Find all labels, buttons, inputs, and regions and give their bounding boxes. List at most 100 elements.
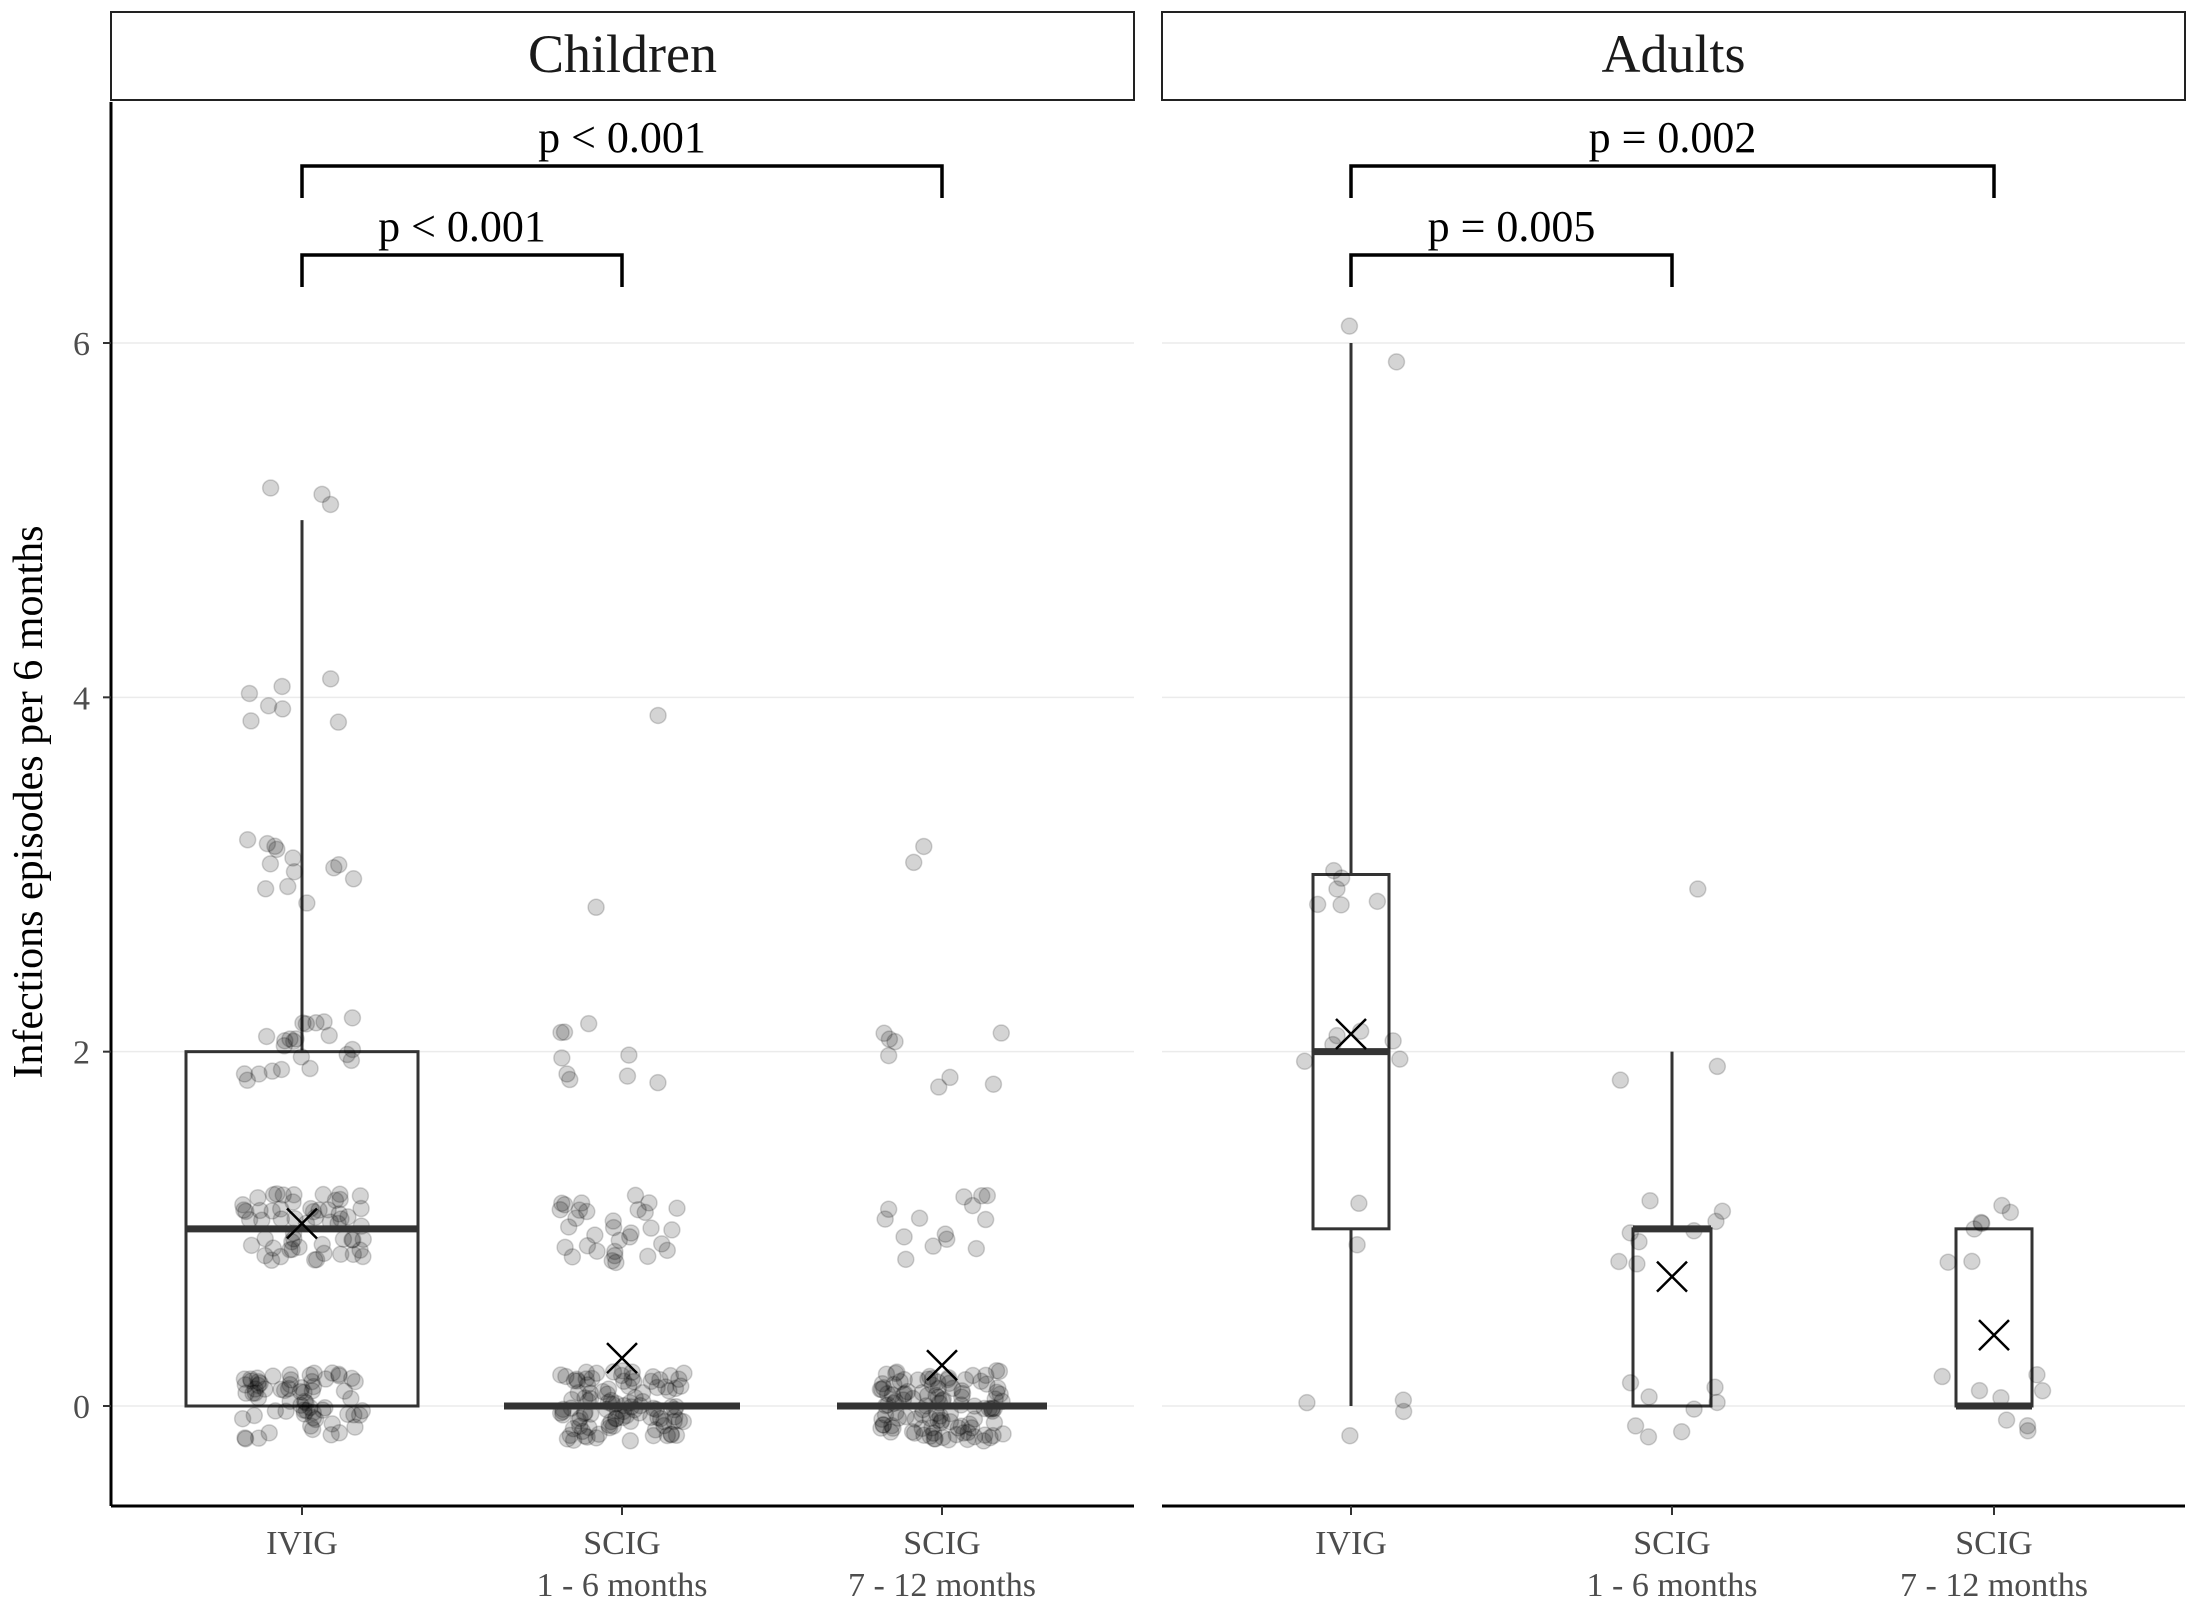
data-point xyxy=(906,1410,924,1428)
data-point xyxy=(292,1048,311,1066)
data-point xyxy=(1689,880,1707,898)
p-value-label: p = 0.002 xyxy=(1589,113,1757,162)
data-point xyxy=(249,1372,268,1391)
data-point xyxy=(1630,1233,1648,1251)
data-point xyxy=(250,1065,268,1083)
data-point xyxy=(325,859,343,877)
data-point xyxy=(1939,1253,1957,1271)
data-point xyxy=(583,1369,601,1388)
data-point xyxy=(307,1014,325,1032)
significance-bracket xyxy=(1349,164,1996,198)
data-point xyxy=(319,1201,337,1219)
data-point xyxy=(675,1364,693,1382)
data-point xyxy=(962,1419,981,1437)
data-point xyxy=(354,1247,372,1266)
data-point xyxy=(331,1190,349,1209)
x-tick-label: SCIG xyxy=(1955,1525,2032,1562)
data-point xyxy=(576,1427,594,1445)
data-point xyxy=(1708,1057,1727,1076)
data-point xyxy=(928,1373,947,1391)
data-point xyxy=(281,1030,299,1048)
data-point xyxy=(344,1245,363,1264)
data-point xyxy=(939,1431,958,1449)
data-point xyxy=(281,1392,299,1411)
data-point xyxy=(974,1432,993,1450)
data-point xyxy=(1640,1388,1658,1406)
data-point xyxy=(316,1398,334,1417)
data-point xyxy=(555,1196,574,1214)
data-point xyxy=(941,1068,959,1087)
data-point xyxy=(978,1375,996,1393)
x-tick-label-sub: 7 - 12 months xyxy=(848,1567,1036,1604)
data-point xyxy=(303,1372,321,1391)
data-point xyxy=(981,1428,999,1447)
x-tick-label: SCIG xyxy=(1633,1525,1710,1562)
data-point xyxy=(872,1419,890,1437)
data-point xyxy=(279,1379,298,1398)
data-point xyxy=(644,1368,662,1386)
data-point xyxy=(670,1370,688,1389)
data-point xyxy=(334,1230,353,1248)
data-point xyxy=(985,1413,1004,1432)
data-point xyxy=(895,1370,913,1389)
data-point xyxy=(587,1364,606,1382)
data-point xyxy=(651,1370,669,1389)
data-point xyxy=(987,1361,1006,1380)
data-point xyxy=(590,1425,608,1443)
data-point xyxy=(316,1370,335,1388)
data-point xyxy=(240,684,259,703)
data-point xyxy=(285,1186,303,1204)
data-point xyxy=(268,840,286,859)
data-point xyxy=(887,1364,905,1383)
data-point xyxy=(261,855,280,873)
data-point xyxy=(301,1417,320,1435)
data-point xyxy=(604,1363,623,1381)
data-point xyxy=(934,1428,952,1447)
data-point xyxy=(320,1026,338,1045)
data-point xyxy=(326,1191,345,1210)
x-tick-label: SCIG xyxy=(583,1525,660,1562)
data-point xyxy=(605,1246,624,1265)
data-point xyxy=(1368,892,1387,911)
data-point xyxy=(321,670,340,688)
data-point xyxy=(924,1237,942,1255)
data-point xyxy=(268,1185,286,1203)
data-point xyxy=(283,1240,301,1259)
data-point xyxy=(304,1409,323,1427)
data-point xyxy=(953,1384,972,1403)
data-point xyxy=(565,1372,584,1390)
data-point xyxy=(343,1040,362,1059)
x-tick-label: SCIG xyxy=(903,1525,980,1562)
data-point xyxy=(297,1401,316,1420)
data-point xyxy=(273,700,292,718)
data-point xyxy=(256,880,275,898)
data-point xyxy=(1341,1426,1359,1445)
data-point xyxy=(649,1408,667,1427)
data-point xyxy=(580,1418,598,1437)
data-point xyxy=(241,1370,260,1388)
data-point xyxy=(625,1372,643,1391)
data-point xyxy=(1348,1236,1366,1254)
data-point xyxy=(242,712,260,730)
data-point xyxy=(353,1402,372,1420)
data-point xyxy=(321,495,340,514)
data-point xyxy=(600,1416,618,1434)
data-point xyxy=(272,1380,290,1399)
data-point xyxy=(665,1412,683,1431)
data-point xyxy=(301,1059,319,1078)
panel-title: Adults xyxy=(1601,24,1745,84)
data-point xyxy=(323,1415,341,1433)
data-point xyxy=(1672,1422,1691,1441)
data-point xyxy=(658,1426,677,1445)
data-point xyxy=(295,1401,313,1419)
data-point xyxy=(629,1200,647,1219)
data-point xyxy=(1332,896,1350,914)
data-point xyxy=(953,1382,971,1400)
data-point xyxy=(626,1186,645,1205)
data-point xyxy=(282,1371,300,1389)
data-point xyxy=(335,1382,354,1400)
data-point xyxy=(943,1379,962,1398)
data-point xyxy=(618,1067,637,1085)
data-point xyxy=(949,1419,968,1437)
